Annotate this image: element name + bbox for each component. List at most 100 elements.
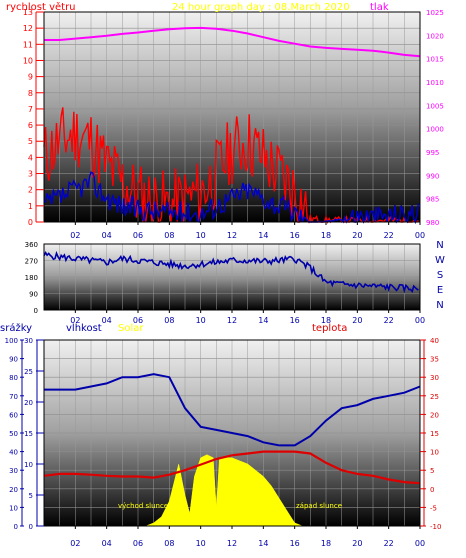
wind-speed-tick-label: 10 (23, 56, 33, 65)
precip-tick-label: 0 (14, 523, 18, 531)
precip-tick-label: 10 (9, 504, 18, 512)
direction-x-tick-label: 04 (102, 316, 112, 325)
humidity-label: vlhkost (66, 323, 102, 334)
humidity-tick-label: 0 (29, 523, 33, 531)
temperature-tick-label: 35 (430, 356, 439, 364)
direction-x-tick-label: 00 (415, 316, 425, 325)
temperature-tick-label: 5 (430, 467, 434, 475)
wind-x-tick-label: 06 (133, 231, 143, 240)
wind-speed-tick-label: 11 (23, 40, 33, 49)
direction-x-tick-label: 20 (352, 316, 362, 325)
climate-x-tick-label: 10 (196, 539, 206, 548)
direction-x-tick-label: 18 (321, 316, 331, 325)
direction-x-tick-label: 12 (227, 316, 237, 325)
direction-x-tick-label: 14 (258, 316, 268, 325)
pressure-tick-label: 1005 (426, 102, 444, 110)
precip-tick-label: 30 (9, 467, 18, 475)
pressure-tick-label: 1025 (426, 9, 444, 17)
axes-layer: 0123456789101112139809859909951000100510… (5, 8, 445, 548)
wind-speed-tick-label: 6 (28, 121, 33, 130)
wind-speed-label: rychlost větru (6, 1, 76, 13)
climate-x-tick-label: 18 (321, 539, 331, 548)
precip-tick-label: 90 (9, 356, 18, 364)
chart-title: 24 hour graph day : 08.March 2020 (172, 2, 350, 13)
wind-speed-tick-label: 7 (28, 105, 33, 114)
humidity-tick-label: 30 (24, 337, 33, 345)
wind-x-tick-label: 12 (227, 231, 237, 240)
direction-x-tick-label: 08 (164, 316, 174, 325)
humidity-line (44, 373, 421, 447)
wind-speed-tick-label: 8 (28, 89, 33, 98)
direction-tick-label: 0 (34, 307, 38, 315)
precip-tick-label: 50 (9, 430, 18, 438)
pressure-tick-label: 1010 (426, 79, 444, 87)
wind-x-tick-label: 16 (290, 231, 300, 240)
sunrise-label: východ slunce (118, 502, 168, 510)
humidity-tick-label: 20 (24, 399, 33, 407)
climate-x-tick-label: 06 (133, 539, 143, 548)
wind-x-tick-label: 08 (164, 231, 174, 240)
climate-x-tick-label: 04 (102, 539, 112, 548)
pressure-tick-label: 1015 (426, 56, 444, 64)
temperature-tick-label: 25 (430, 393, 439, 401)
direction-x-tick-label: 02 (70, 316, 80, 325)
wind-speed-tick-label: 12 (23, 24, 33, 33)
wind-x-tick-label: 14 (258, 231, 268, 240)
precip-tick-label: 70 (9, 393, 18, 401)
compass-label: N (436, 300, 443, 311)
compass-label: W (435, 255, 445, 266)
direction-x-tick-label: 10 (196, 316, 206, 325)
temperature-line (43, 450, 421, 485)
pressure-tick-label: 990 (426, 172, 439, 180)
precip-label: srážky (0, 322, 32, 334)
compass-label: E (437, 285, 443, 296)
climate-x-tick-label: 16 (290, 539, 300, 548)
compass-label: S (437, 270, 443, 281)
humidity-tick-label: 15 (24, 430, 33, 438)
precip-tick-label: 80 (9, 374, 18, 382)
precip-tick-label: 100 (5, 337, 18, 345)
precip-tick-label: 40 (9, 449, 18, 457)
temperature-tick-label: 10 (430, 449, 439, 457)
direction-tick-label: 90 (29, 291, 38, 299)
compass-label: N (436, 240, 443, 251)
temperature-tick-label: 0 (430, 486, 434, 494)
wind-x-tick-label: 02 (70, 231, 80, 240)
precip-tick-label: 20 (9, 486, 18, 494)
direction-tick-label: 180 (25, 274, 38, 282)
climate-x-tick-label: 22 (384, 539, 394, 548)
wind-x-tick-label: 04 (102, 231, 112, 240)
wind-speed-tick-label: 0 (28, 218, 33, 227)
pressure-tick-label: 1000 (426, 126, 444, 134)
pressure-tick-label: 1020 (426, 32, 444, 40)
wind-x-tick-label: 22 (384, 231, 394, 240)
temperature-tick-label: -5 (430, 504, 437, 512)
temperature-tick-label: 20 (430, 411, 439, 419)
wind-x-tick-label: 10 (196, 231, 206, 240)
solar-label: Solar (118, 323, 144, 334)
wind-speed-tick-label: 2 (28, 186, 33, 195)
direction-x-tick-label: 06 (133, 316, 143, 325)
climate-x-tick-label: 20 (352, 539, 362, 548)
temperature-label: teplota (312, 323, 347, 334)
climate-x-tick-label: 00 (415, 539, 425, 548)
temperature-tick-label: 30 (430, 374, 439, 382)
wind-speed-tick-label: 5 (28, 137, 33, 146)
wind-x-tick-label: 20 (352, 231, 362, 240)
climate-x-tick-label: 02 (70, 539, 80, 548)
climate-x-tick-label: 14 (258, 539, 268, 548)
wind-gust-line (43, 171, 420, 225)
direction-line (43, 250, 419, 294)
wind-speed-tick-label: 4 (28, 153, 33, 162)
wind-speed-tick-label: 13 (23, 8, 33, 17)
climate-x-tick-label: 12 (227, 539, 237, 548)
temperature-tick-label: -10 (430, 523, 441, 531)
direction-tick-label: 270 (25, 258, 38, 266)
pressure-line (44, 26, 421, 58)
temperature-tick-label: 15 (430, 430, 439, 438)
humidity-tick-label: 25 (24, 368, 33, 376)
wind-x-tick-label: 18 (321, 231, 331, 240)
wind-x-tick-label: 00 (415, 231, 425, 240)
